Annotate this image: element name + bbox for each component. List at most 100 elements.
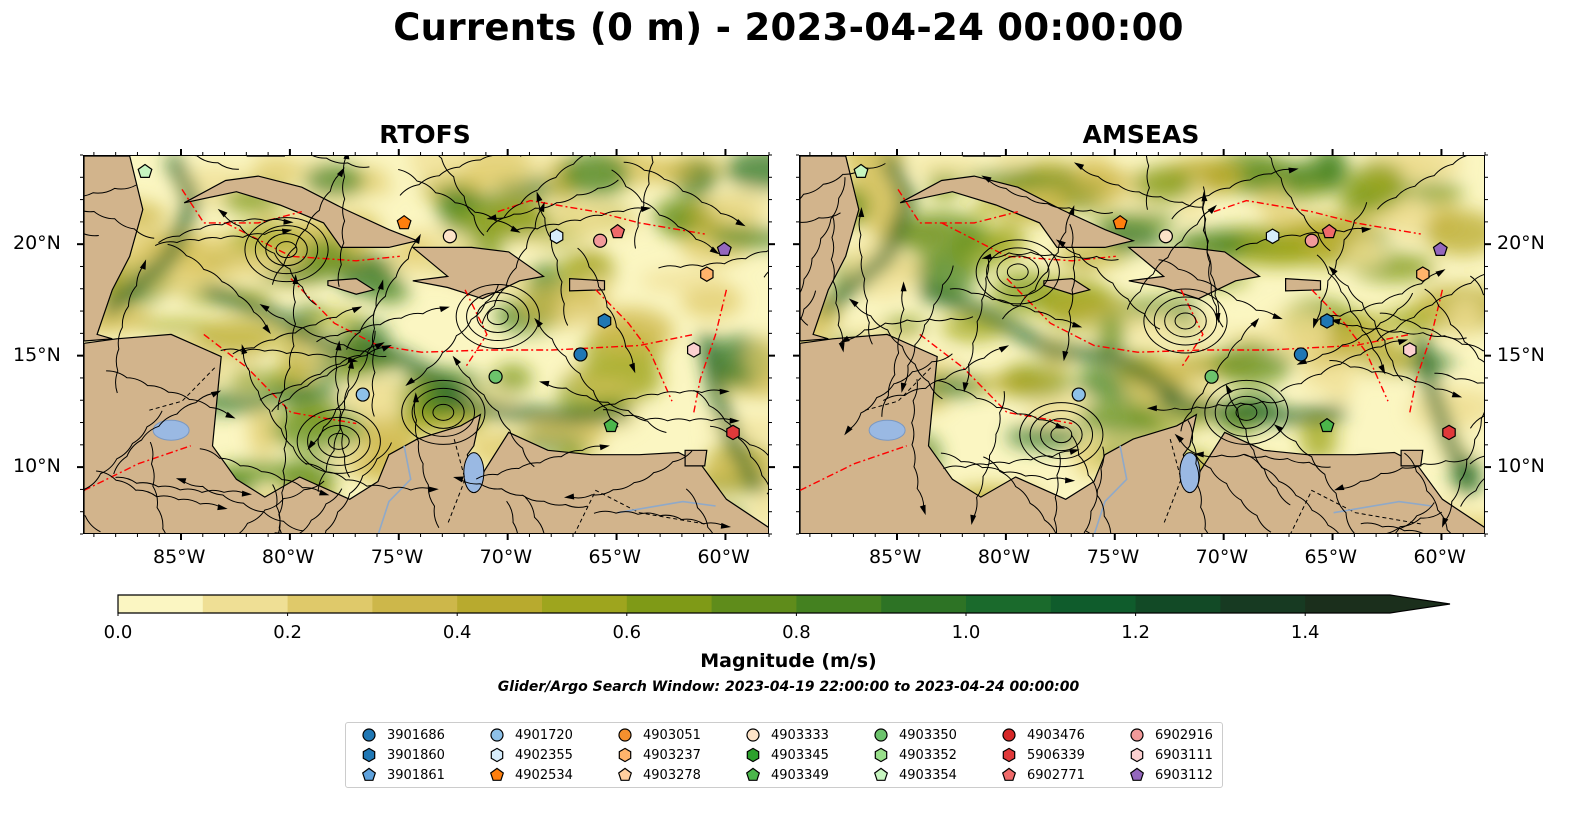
colorbar-label: Magnitude (m/s) [700, 650, 877, 672]
float-6903111[interactable] [1402, 342, 1417, 358]
axis-ticks [77, 149, 1491, 540]
circle-marker-icon [362, 728, 376, 742]
float-5906339[interactable] [1442, 424, 1456, 441]
colorbar [117, 594, 1451, 616]
legend-marker[interactable] [745, 767, 761, 781]
float-6902916[interactable] [1304, 233, 1319, 248]
legend-marker[interactable] [618, 728, 632, 742]
colorbar-segment [1135, 595, 1221, 613]
colorbar-tick-label: 0.8 [782, 622, 811, 643]
circle-marker-icon [1130, 728, 1144, 742]
colorbar-segment [542, 595, 628, 613]
colorbar-segment [118, 595, 204, 613]
float-4903350[interactable] [488, 369, 503, 384]
float-4902534[interactable] [396, 214, 412, 230]
legend-marker[interactable] [1001, 767, 1017, 781]
legend-marker[interactable] [746, 728, 760, 742]
legend-label: 3901860 [387, 747, 445, 763]
rtofs-lon-label: 70°W [479, 546, 533, 568]
hexagon-marker-icon [1130, 747, 1144, 763]
legend-label: 4902355 [515, 747, 573, 763]
colorbar-tick-label: 1.2 [1121, 622, 1150, 643]
float-6903112[interactable] [716, 241, 732, 257]
amseas-lon-label: 75°W [1086, 546, 1140, 568]
float-legend: 3901686 3901860 3901861 4901720 4902355 49025… [345, 722, 1223, 788]
float-4903350[interactable] [1204, 369, 1219, 384]
amseas-lon-label: 60°W [1413, 546, 1466, 568]
float-4902534[interactable] [1112, 214, 1128, 230]
legend-marker[interactable] [489, 767, 505, 781]
legend-item: 4901720 [488, 725, 573, 745]
float-4902355[interactable] [549, 228, 564, 245]
float-4903354[interactable] [853, 163, 869, 178]
legend-marker[interactable] [618, 747, 632, 763]
colorbar-tick-label: 0.0 [103, 622, 133, 643]
amseas-map[interactable] [799, 155, 1485, 534]
rtofs-lon-label: 85°W [153, 546, 206, 568]
float-5906339[interactable] [726, 424, 740, 441]
legend-label: 4903278 [643, 767, 701, 783]
float-4901720[interactable] [355, 387, 370, 402]
float-6903111[interactable] [686, 342, 701, 358]
rtofs-lon-label: 75°W [370, 546, 424, 568]
legend-item: 4903476 [1000, 725, 1085, 745]
legend-marker[interactable] [1129, 767, 1145, 781]
legend-marker[interactable] [617, 767, 633, 781]
pentagon-marker-icon [489, 767, 505, 781]
float-4903237[interactable] [1416, 266, 1430, 282]
float-6902771[interactable] [610, 223, 626, 239]
country-borders [149, 367, 705, 533]
pentagon-marker-icon [1001, 767, 1017, 781]
float-3901686[interactable] [573, 347, 588, 362]
legend-item: 6902916 [1128, 725, 1213, 745]
legend-marker[interactable] [362, 747, 376, 763]
amseas-lon-label: 65°W [1304, 546, 1358, 568]
float-3901860[interactable] [1320, 313, 1334, 329]
rtofs-lon-label: 80°W [261, 546, 315, 568]
legend-marker[interactable] [1002, 728, 1016, 742]
current-streamlines [800, 156, 1484, 533]
legend-marker[interactable] [1130, 728, 1144, 742]
legend-marker[interactable] [490, 728, 504, 742]
colorbar-segment [372, 595, 458, 613]
float-markers [137, 163, 740, 441]
colorbar-tick-label: 0.4 [442, 622, 472, 643]
legend-item: 6903111 [1128, 745, 1213, 765]
legend-marker[interactable] [1002, 747, 1016, 763]
float-6903112[interactable] [1432, 241, 1448, 257]
pentagon-marker-icon [873, 767, 889, 781]
legend-marker[interactable] [746, 747, 760, 763]
float-4903349[interactable] [603, 417, 619, 433]
float-4903349[interactable] [1319, 417, 1335, 433]
float-markers [853, 163, 1456, 441]
lat-label-left: 20°N [13, 232, 61, 255]
float-4903333[interactable] [1158, 229, 1173, 244]
lat-label-left: 10°N [13, 455, 61, 478]
circle-marker-icon [618, 728, 632, 742]
legend-marker[interactable] [490, 747, 504, 763]
float-4902355[interactable] [1265, 228, 1280, 245]
float-3901686[interactable] [1293, 347, 1308, 362]
float-6902916[interactable] [593, 233, 608, 248]
circle-marker-icon [746, 728, 760, 742]
legend-marker[interactable] [1130, 747, 1144, 763]
legend-marker[interactable] [361, 767, 377, 781]
float-4903354[interactable] [137, 163, 153, 178]
float-6902771[interactable] [1321, 223, 1337, 239]
legend-label: 4903333 [771, 727, 829, 743]
legend-marker[interactable] [874, 728, 888, 742]
legend-item: 4903051 [616, 725, 701, 745]
amseas-lon-label: 70°W [1195, 546, 1249, 568]
legend-item: 4903237 [616, 745, 701, 765]
legend-marker[interactable] [873, 767, 889, 781]
float-3901860[interactable] [597, 313, 612, 329]
legend-item: 6902771 [1000, 765, 1085, 785]
legend-marker[interactable] [362, 728, 376, 742]
float-4903333[interactable] [442, 229, 457, 244]
legend-marker[interactable] [874, 747, 888, 763]
legend-label: 3901686 [387, 727, 445, 743]
legend-item: 4903349 [744, 765, 829, 785]
rtofs-map[interactable] [83, 155, 769, 534]
float-4903237[interactable] [700, 266, 714, 282]
float-4901720[interactable] [1071, 387, 1086, 402]
